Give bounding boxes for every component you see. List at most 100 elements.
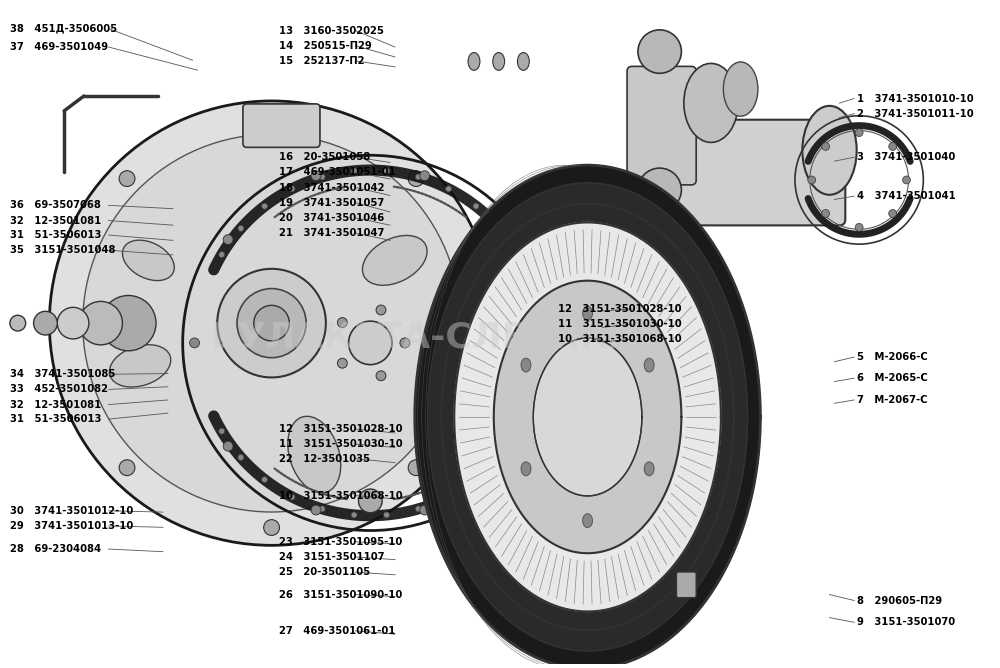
- Circle shape: [497, 225, 503, 231]
- Text: 26   3151-3501090-10: 26 3151-3501090-10: [279, 590, 403, 600]
- Ellipse shape: [362, 235, 427, 285]
- Circle shape: [508, 234, 517, 244]
- Text: БУЛAКЕТА-СЛЕЗЯКА: БУЛAКЕТА-СЛЕЗЯКА: [211, 321, 638, 355]
- Text: 34   3741-3501085: 34 3741-3501085: [10, 369, 115, 379]
- Circle shape: [446, 494, 452, 500]
- Text: 9   3151-3501070: 9 3151-3501070: [857, 617, 955, 627]
- Circle shape: [10, 315, 26, 331]
- Circle shape: [254, 305, 289, 341]
- FancyBboxPatch shape: [646, 120, 845, 225]
- Circle shape: [264, 520, 279, 536]
- Ellipse shape: [644, 462, 654, 476]
- Ellipse shape: [288, 416, 341, 493]
- Text: 38   451Д-3506005: 38 451Д-3506005: [10, 23, 117, 33]
- Circle shape: [855, 129, 863, 136]
- Circle shape: [101, 295, 156, 351]
- Circle shape: [516, 428, 522, 434]
- Circle shape: [903, 176, 910, 184]
- Text: 24   3151-3501107: 24 3151-3501107: [279, 552, 385, 562]
- Text: 31   51-3506013: 31 51-3506013: [10, 414, 101, 424]
- Polygon shape: [533, 338, 642, 496]
- Circle shape: [349, 321, 392, 365]
- Ellipse shape: [644, 358, 654, 372]
- Circle shape: [337, 358, 347, 368]
- Circle shape: [473, 203, 479, 209]
- Text: 1   3741-3501010-10: 1 3741-3501010-10: [857, 94, 974, 104]
- Circle shape: [889, 142, 897, 150]
- Circle shape: [541, 338, 551, 348]
- Circle shape: [59, 315, 75, 331]
- Circle shape: [79, 301, 122, 345]
- Circle shape: [473, 477, 479, 482]
- FancyBboxPatch shape: [627, 66, 696, 185]
- Text: 35   3151-3501048: 35 3151-3501048: [10, 245, 115, 255]
- Text: 17   469-3501051-01: 17 469-3501051-01: [279, 168, 396, 178]
- Circle shape: [497, 454, 503, 460]
- Ellipse shape: [122, 240, 174, 281]
- Text: 2   3741-3501011-10: 2 3741-3501011-10: [857, 109, 974, 119]
- Circle shape: [822, 210, 830, 217]
- Circle shape: [415, 174, 421, 180]
- Ellipse shape: [493, 53, 505, 70]
- Circle shape: [49, 101, 494, 545]
- Text: 10   3151-3501068-10: 10 3151-3501068-10: [558, 334, 682, 344]
- Polygon shape: [415, 165, 760, 668]
- Ellipse shape: [521, 462, 531, 476]
- Ellipse shape: [802, 106, 857, 195]
- Ellipse shape: [583, 307, 593, 320]
- Text: 12   3151-3501028-10: 12 3151-3501028-10: [558, 304, 681, 314]
- Circle shape: [337, 318, 347, 327]
- Circle shape: [446, 186, 452, 192]
- Circle shape: [415, 506, 421, 512]
- Text: 8   290605-П29: 8 290605-П29: [857, 595, 942, 605]
- Circle shape: [311, 505, 321, 515]
- Circle shape: [516, 252, 522, 258]
- Text: 13   3160-3502025: 13 3160-3502025: [279, 25, 384, 35]
- Circle shape: [223, 442, 233, 451]
- Ellipse shape: [723, 62, 758, 116]
- Text: 31   51-3506013: 31 51-3506013: [10, 230, 101, 240]
- Polygon shape: [428, 183, 748, 651]
- Ellipse shape: [684, 63, 738, 142]
- Circle shape: [262, 477, 268, 482]
- Circle shape: [119, 171, 135, 186]
- Text: 25   20-3501105: 25 20-3501105: [279, 567, 371, 577]
- Text: 22   12-3501035: 22 12-3501035: [279, 454, 370, 464]
- Circle shape: [311, 171, 321, 180]
- Text: 7   М-2067-С: 7 М-2067-С: [857, 395, 928, 405]
- Circle shape: [223, 234, 233, 244]
- Circle shape: [83, 134, 460, 512]
- Polygon shape: [454, 222, 721, 611]
- Circle shape: [237, 289, 306, 357]
- Circle shape: [408, 171, 424, 186]
- Text: 5   М-2066-С: 5 М-2066-С: [857, 352, 928, 362]
- Text: 30   3741-3501012-10: 30 3741-3501012-10: [10, 506, 133, 516]
- Circle shape: [289, 186, 295, 192]
- Text: 19   3741-3501057: 19 3741-3501057: [279, 198, 385, 208]
- Circle shape: [264, 111, 279, 127]
- Circle shape: [219, 428, 225, 434]
- Text: 21   3741-3501047: 21 3741-3501047: [279, 228, 385, 238]
- Text: 11   3151-3501030-10: 11 3151-3501030-10: [558, 319, 682, 329]
- Circle shape: [319, 174, 325, 180]
- Text: 18   3741-3501042: 18 3741-3501042: [279, 182, 385, 192]
- Text: 6   М-2065-С: 6 М-2065-С: [857, 373, 928, 383]
- Circle shape: [57, 307, 89, 339]
- Text: 33   452-3501082: 33 452-3501082: [10, 384, 108, 394]
- Text: 36   69-3507068: 36 69-3507068: [10, 200, 101, 210]
- Circle shape: [822, 142, 830, 150]
- Circle shape: [855, 223, 863, 231]
- Text: 20   3741-3501046: 20 3741-3501046: [279, 213, 385, 223]
- Text: 12   3151-3501028-10: 12 3151-3501028-10: [279, 424, 403, 434]
- Text: 16   20-3501058: 16 20-3501058: [279, 152, 371, 162]
- Circle shape: [468, 315, 484, 331]
- Text: 4   3741-3501041: 4 3741-3501041: [857, 191, 956, 201]
- Circle shape: [638, 168, 681, 212]
- Circle shape: [508, 442, 517, 451]
- Circle shape: [119, 460, 135, 476]
- Circle shape: [638, 30, 681, 73]
- Circle shape: [351, 512, 357, 518]
- Text: 32   12-3501081: 32 12-3501081: [10, 399, 101, 409]
- Polygon shape: [494, 281, 681, 553]
- Ellipse shape: [517, 53, 529, 70]
